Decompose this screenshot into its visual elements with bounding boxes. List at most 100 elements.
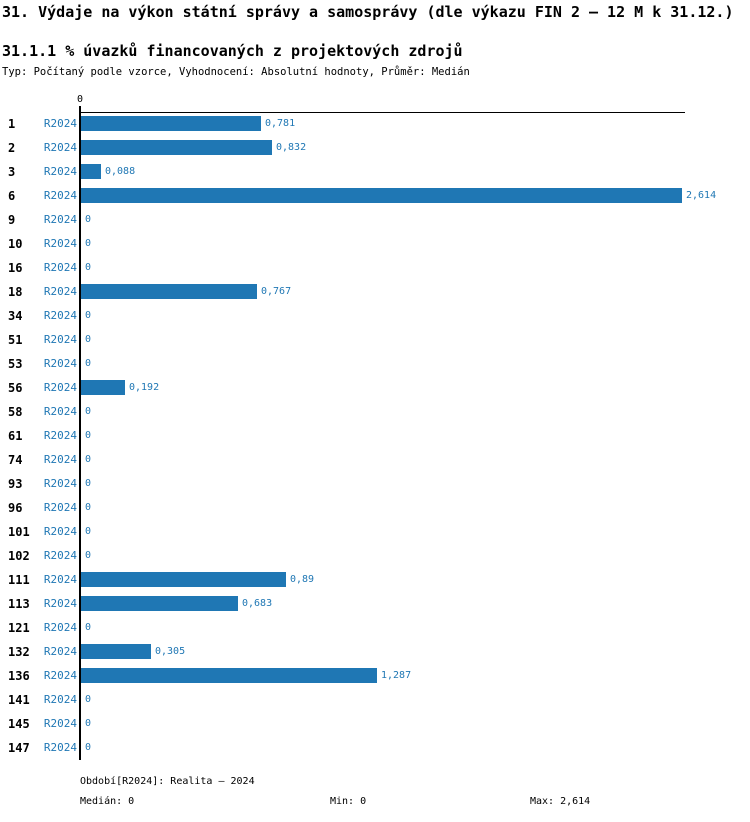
bar-segment <box>81 188 682 203</box>
chart-row: 10 R2024 0 <box>0 232 750 256</box>
row-category-label: 121 <box>8 621 30 635</box>
period-label: Období[R2024]: Realita – 2024 <box>80 776 255 787</box>
bar-value-label: 0 <box>85 310 92 321</box>
bar-value-label: 0,305 <box>155 646 186 657</box>
row-series-label: R2024 <box>43 717 77 730</box>
row-category-label: 93 <box>8 477 23 491</box>
row-category-label: 6 <box>8 189 16 203</box>
chart-row: 113 R2024 0,683 <box>0 592 750 616</box>
row-series-label: R2024 <box>43 261 77 274</box>
row-category-label: 34 <box>8 309 23 323</box>
row-category-label: 16 <box>8 261 23 275</box>
y-axis-line <box>79 106 81 760</box>
row-series-label: R2024 <box>43 189 77 202</box>
chart-row: 18 R2024 0,767 <box>0 280 750 304</box>
bar-segment <box>81 572 286 587</box>
chart-title: 31. Výdaje na výkon státní správy a samo… <box>2 3 734 21</box>
bar-value-label: 0,767 <box>261 286 292 297</box>
chart-row: 16 R2024 0 <box>0 256 750 280</box>
chart-meta-line: Typ: Počítaný podle vzorce, Vyhodnocení:… <box>2 66 470 78</box>
row-category-label: 58 <box>8 405 23 419</box>
row-category-label: 18 <box>8 285 23 299</box>
row-series-label: R2024 <box>43 573 77 586</box>
row-category-label: 2 <box>8 141 16 155</box>
chart-row: 74 R2024 0 <box>0 448 750 472</box>
row-series-label: R2024 <box>43 549 77 562</box>
row-category-label: 136 <box>8 669 30 683</box>
bar-segment <box>81 284 257 299</box>
bar-value-label: 2,614 <box>686 190 717 201</box>
chart-row: 9 R2024 0 <box>0 208 750 232</box>
bar-segment <box>81 644 151 659</box>
row-series-label: R2024 <box>43 165 77 178</box>
max-stat-label: Max: 2,614 <box>530 796 591 807</box>
row-series-label: R2024 <box>43 141 77 154</box>
chart-row: 34 R2024 0 <box>0 304 750 328</box>
chart-row: 136 R2024 1,287 <box>0 664 750 688</box>
row-series-label: R2024 <box>43 645 77 658</box>
bar-value-label: 0 <box>85 742 92 753</box>
row-series-label: R2024 <box>43 429 77 442</box>
bar-segment <box>81 380 125 395</box>
chart-row: 2 R2024 0,832 <box>0 136 750 160</box>
row-category-label: 96 <box>8 501 23 515</box>
row-series-label: R2024 <box>43 237 77 250</box>
row-category-label: 10 <box>8 237 23 251</box>
chart-row: 101 R2024 0 <box>0 520 750 544</box>
bar-value-label: 0 <box>85 214 92 225</box>
row-category-label: 111 <box>8 573 30 587</box>
row-category-label: 145 <box>8 717 30 731</box>
bar-value-label: 0 <box>85 694 92 705</box>
chart-row: 147 R2024 0 <box>0 736 750 760</box>
bar-value-label: 0,781 <box>265 118 296 129</box>
bar-segment <box>81 668 377 683</box>
bar-segment <box>81 164 101 179</box>
row-category-label: 101 <box>8 525 30 539</box>
row-category-label: 56 <box>8 381 23 395</box>
row-series-label: R2024 <box>43 693 77 706</box>
bar-value-label: 0 <box>85 454 92 465</box>
bar-value-label: 0 <box>85 334 92 345</box>
bar-value-label: 1,287 <box>381 670 412 681</box>
row-series-label: R2024 <box>43 669 77 682</box>
chart-row: 3 R2024 0,088 <box>0 160 750 184</box>
bar-value-label: 0 <box>85 502 92 513</box>
row-category-label: 61 <box>8 429 23 443</box>
chart-subtitle: 31.1.1 % úvazků financovaných z projekto… <box>2 42 463 60</box>
chart-row: 53 R2024 0 <box>0 352 750 376</box>
chart-row: 51 R2024 0 <box>0 328 750 352</box>
chart-row: 141 R2024 0 <box>0 688 750 712</box>
chart-row: 132 R2024 0,305 <box>0 640 750 664</box>
row-series-label: R2024 <box>43 525 77 538</box>
row-series-label: R2024 <box>43 309 77 322</box>
chart-row: 6 R2024 2,614 <box>0 184 750 208</box>
row-series-label: R2024 <box>43 597 77 610</box>
median-stat-label: Medián: 0 <box>80 796 135 807</box>
bar-value-label: 0 <box>85 430 92 441</box>
bar-segment <box>81 116 261 131</box>
chart-row: 61 R2024 0 <box>0 424 750 448</box>
chart-row: 56 R2024 0,192 <box>0 376 750 400</box>
row-series-label: R2024 <box>43 381 77 394</box>
bar-value-label: 0,192 <box>129 382 160 393</box>
bar-value-label: 0 <box>85 622 92 633</box>
row-category-label: 132 <box>8 645 30 659</box>
row-series-label: R2024 <box>43 117 77 130</box>
row-category-label: 102 <box>8 549 30 563</box>
chart-row: 145 R2024 0 <box>0 712 750 736</box>
chart-row: 111 R2024 0,89 <box>0 568 750 592</box>
row-series-label: R2024 <box>43 333 77 346</box>
row-series-label: R2024 <box>43 213 77 226</box>
row-category-label: 113 <box>8 597 30 611</box>
bar-value-label: 0 <box>85 238 92 249</box>
chart-row: 58 R2024 0 <box>0 400 750 424</box>
row-series-label: R2024 <box>43 285 77 298</box>
chart-row: 93 R2024 0 <box>0 472 750 496</box>
bar-value-label: 0,89 <box>290 574 315 585</box>
row-category-label: 147 <box>8 741 30 755</box>
bar-value-label: 0,832 <box>276 142 307 153</box>
x-axis-line <box>80 112 685 113</box>
chart-row: 96 R2024 0 <box>0 496 750 520</box>
